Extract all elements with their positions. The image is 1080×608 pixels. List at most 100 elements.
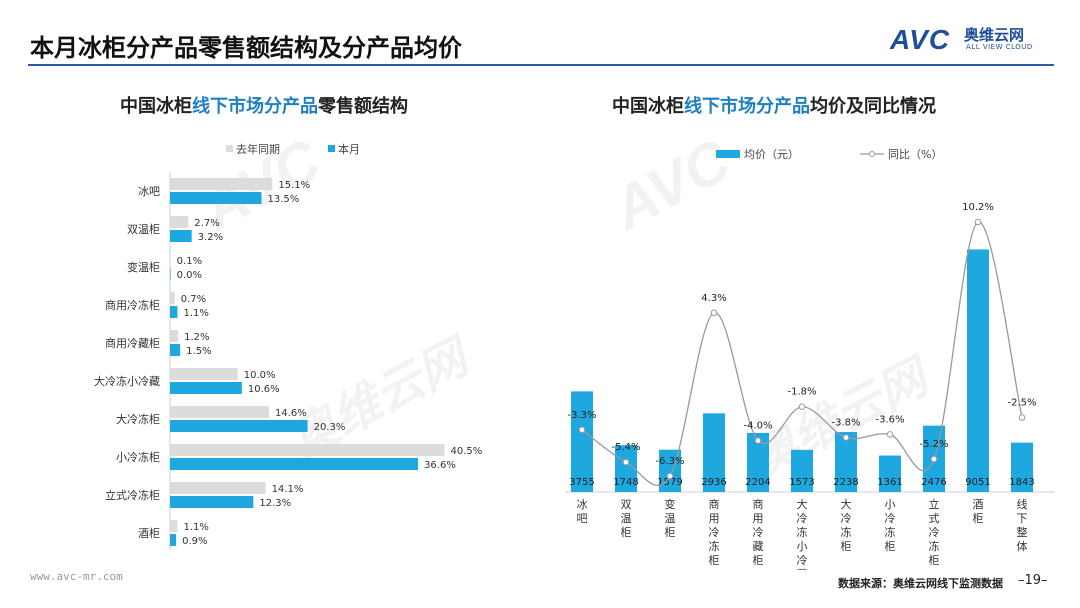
bar-label-current: 3.2% xyxy=(198,232,223,243)
price-bar xyxy=(747,432,769,492)
legend-label-current: 本月 xyxy=(338,142,360,156)
yoy-line xyxy=(581,221,1023,486)
price-label: 1579 xyxy=(657,477,682,488)
yoy-label: -3.3% xyxy=(567,410,596,421)
bar-label-current: 1.5% xyxy=(186,346,211,357)
right-chart-title: 中国冰柜线下市场分产品均价及同比情况 xyxy=(612,92,936,118)
bar-label-previous: 14.1% xyxy=(272,484,304,495)
bar-current xyxy=(170,192,262,204)
legend-swatch-yoy-marker xyxy=(869,151,875,157)
price-label: 3755 xyxy=(569,477,594,488)
bar-current xyxy=(170,344,181,356)
bar-previous xyxy=(170,520,178,532)
data-source-note: 数据来源：奥维云网线下监测数据 xyxy=(838,577,1003,590)
bar-label-current: 10.6% xyxy=(248,384,280,395)
category-label: 小冷冻柜 xyxy=(885,498,896,553)
bar-previous xyxy=(170,482,266,494)
category-label: 立式冷冻柜 xyxy=(105,488,160,502)
bar-label-current: 36.6% xyxy=(424,460,456,471)
right-title-highlight: 线下市场分产品 xyxy=(684,96,810,117)
bar-label-previous: 14.6% xyxy=(275,408,307,419)
yoy-label: 4.3% xyxy=(701,293,726,304)
bar-label-current: 13.5% xyxy=(268,194,300,205)
bar-previous xyxy=(170,406,269,418)
bar-current xyxy=(170,534,177,546)
yoy-point xyxy=(666,472,674,480)
category-label: 商用冷藏柜 xyxy=(753,497,764,567)
price-label: 2204 xyxy=(745,477,770,488)
legend-label-yoy: 同比（%） xyxy=(888,148,942,161)
left-title-suffix: 零售额结构 xyxy=(318,96,408,117)
logo-cn: 奥维云网 xyxy=(964,26,1025,44)
yoy-point xyxy=(710,309,718,317)
price-bar xyxy=(791,449,813,492)
yoy-label: -6.3% xyxy=(655,456,684,467)
bar-previous xyxy=(170,254,171,266)
bar-label-previous: 10.0% xyxy=(244,370,276,381)
price-label: 1748 xyxy=(613,477,638,488)
bar-label-previous: 0.7% xyxy=(181,294,206,305)
bar-previous xyxy=(170,444,445,456)
yoy-point xyxy=(578,426,586,434)
price-label: 1361 xyxy=(877,477,902,488)
yoy-label: -1.8% xyxy=(787,387,816,398)
price-label: 2238 xyxy=(833,477,858,488)
yoy-point xyxy=(974,218,982,226)
category-label: 双温柜 xyxy=(127,223,160,236)
price-bar xyxy=(879,455,901,492)
yoy-label: -5.2% xyxy=(919,439,948,450)
bar-current xyxy=(170,306,178,318)
category-label: 变温柜 xyxy=(665,497,676,539)
bar-previous xyxy=(170,216,189,228)
yoy-label: -5.4% xyxy=(611,442,640,453)
site-url: www.avc-mr.com xyxy=(30,570,123,583)
yoy-point xyxy=(754,437,762,444)
category-label: 双温柜 xyxy=(621,498,632,539)
legend-swatch-previous xyxy=(226,145,233,152)
bar-label-previous: 1.2% xyxy=(184,332,209,343)
category-label: 线下整体 xyxy=(1017,497,1028,553)
category-label: 冰吧 xyxy=(138,185,160,198)
title-divider xyxy=(28,64,1054,66)
left-title-prefix: 中国冰柜 xyxy=(120,96,192,117)
legend-swatch-price xyxy=(716,150,740,158)
yoy-point xyxy=(798,403,806,411)
left-chart-title: 中国冰柜线下市场分产品零售额结构 xyxy=(120,92,408,118)
price-label: 9051 xyxy=(965,477,990,488)
bar-label-current: 0.0% xyxy=(177,270,202,281)
price-bar xyxy=(571,391,593,492)
category-label: 商用冷冻柜 xyxy=(105,298,160,312)
bar-current xyxy=(170,268,171,280)
bar-previous xyxy=(170,368,238,380)
price-bar xyxy=(703,413,725,492)
legend-label-previous: 去年同期 xyxy=(236,142,280,156)
avc-logo: AVC 奥维云网 ALL VIEW CLOUD xyxy=(890,24,1060,58)
category-label: 酒柜 xyxy=(138,527,160,540)
right-title-prefix: 中国冰柜 xyxy=(612,96,684,117)
category-label: 商用冷藏柜 xyxy=(105,336,160,350)
bar-label-previous: 0.1% xyxy=(177,256,202,267)
yoy-point xyxy=(842,434,850,441)
category-label: 商用冷冻柜 xyxy=(709,497,720,567)
right-legend: 均价（元） 同比（%） xyxy=(716,148,942,161)
page-number: –19– xyxy=(1018,573,1048,588)
yoy-label: 10.2% xyxy=(962,202,994,213)
category-label: 大冷冻柜 xyxy=(116,412,160,426)
category-label: 冰吧 xyxy=(577,498,588,525)
price-bar xyxy=(615,445,637,492)
price-label: 1573 xyxy=(789,477,814,488)
bar-current xyxy=(170,382,242,394)
bar-label-previous: 15.1% xyxy=(278,180,310,191)
left-legend: 去年同期 本月 xyxy=(226,142,360,156)
yoy-point xyxy=(1018,414,1026,421)
bar-label-previous: 2.7% xyxy=(194,218,219,229)
bar-label-current: 0.9% xyxy=(182,536,207,547)
price-bar xyxy=(967,249,989,492)
price-yoy-combo-chart: 均价（元） 同比（%） 3755 冰吧 1748 双温柜 1579 变温柜 2936 商用冷冻柜 2… xyxy=(565,148,1055,570)
yoy-label: -4.0% xyxy=(743,421,772,432)
left-title-highlight: 线下市场分产品 xyxy=(192,96,318,117)
bar-previous xyxy=(170,178,273,190)
price-label: 1843 xyxy=(1009,477,1034,488)
price-bar xyxy=(1011,442,1033,492)
